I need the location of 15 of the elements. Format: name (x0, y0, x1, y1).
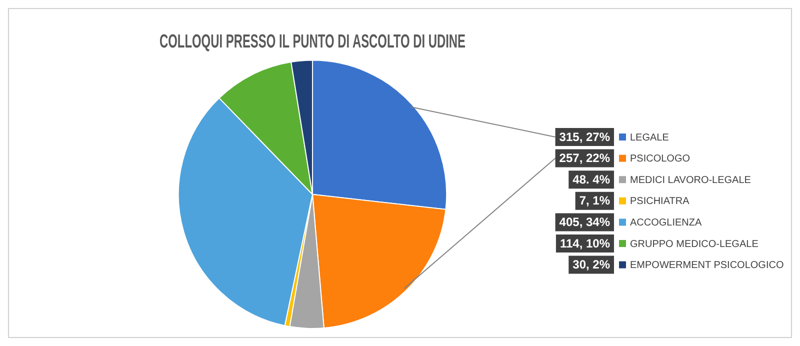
legend-label: LEGALE (630, 132, 670, 144)
legend-label: PSICOLOGO (630, 154, 690, 165)
legend-label: MEDICI LAVORO-LEGALE (630, 174, 752, 186)
data-label: 48. 4% (572, 172, 610, 186)
legend-label: GRUPPO MEDICO-LEGALE (630, 238, 759, 250)
legend-label: ACCOGLIENZA (630, 217, 702, 228)
data-label: 114, 10% (560, 236, 610, 250)
data-label: 405, 34% (559, 215, 610, 230)
legend-label: PSICHIATRA (630, 196, 690, 208)
legend-label: EMPOWERMENT PSICOLOGICO (630, 260, 784, 272)
chart-title: COLLOQUI PRESSO IL PUNTO DI ASCOLTO DI UDINE (159, 32, 466, 52)
data-label: 315, 27% (559, 130, 610, 144)
data-label: 30, 2% (572, 258, 610, 272)
data-label: 7, 1% (579, 194, 610, 208)
data-label: 257, 22% (559, 151, 610, 166)
